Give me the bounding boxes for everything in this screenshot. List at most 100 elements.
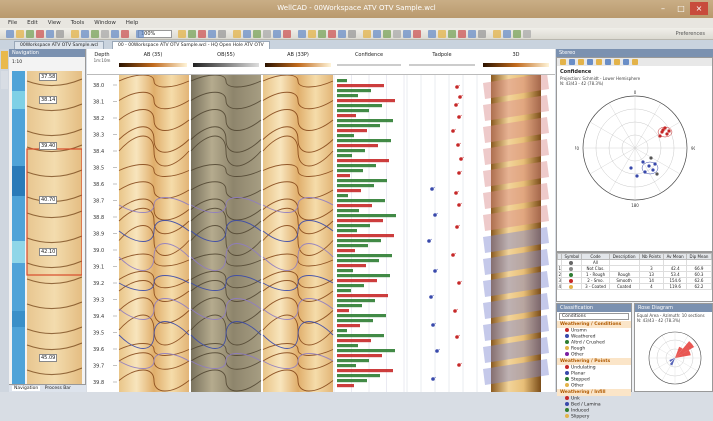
toolbar-tool-icon[interactable] bbox=[198, 30, 206, 38]
stereonet-tool-icon[interactable] bbox=[560, 59, 566, 65]
col-header-3d[interactable]: 3D bbox=[512, 52, 520, 58]
classification-item[interactable]: Other bbox=[557, 383, 631, 389]
classification-item[interactable]: Altrd / Crushed bbox=[557, 340, 631, 346]
legend-col-header[interactable]: Symbol bbox=[561, 253, 583, 260]
toolbar-tool-icon[interactable] bbox=[328, 30, 336, 38]
menu-help[interactable]: Help bbox=[125, 20, 139, 26]
side-tab-properties[interactable] bbox=[1, 71, 8, 89]
classification-item[interactable]: Stepped bbox=[557, 377, 631, 383]
log-tracks[interactable]: 38.0 38.1 38.2 38.3 38.4 38.5 38.6 38.7 38.8 38.9… bbox=[87, 75, 555, 392]
stereonet-tool-icon[interactable] bbox=[596, 59, 602, 65]
legend-col-header[interactable]: Description bbox=[608, 253, 640, 260]
toolbar-tool-icon[interactable] bbox=[111, 30, 119, 38]
preferences-label[interactable]: Preferences bbox=[675, 31, 705, 37]
toolbar-tool-icon[interactable] bbox=[403, 30, 411, 38]
classification-item[interactable]: Weathered bbox=[557, 334, 631, 340]
classification-item[interactable]: Unsmn bbox=[557, 328, 631, 334]
close-icon[interactable]: × bbox=[690, 2, 708, 15]
rose-diagram[interactable] bbox=[645, 328, 705, 388]
legend-col-header[interactable]: Av Mean bbox=[663, 253, 687, 260]
tab-borehole[interactable]: 00 - 00Workspace ATV OTV Sample.wcl - HQ… bbox=[112, 41, 270, 49]
col-header-confidence[interactable]: Confidence bbox=[354, 52, 384, 58]
classification-item[interactable]: Rough bbox=[557, 346, 631, 352]
classification-group[interactable]: Weathering / Points bbox=[557, 358, 631, 365]
toolbar-tool-icon[interactable] bbox=[233, 30, 241, 38]
toolbar-tool-icon[interactable] bbox=[26, 30, 34, 38]
menu-file[interactable]: File bbox=[8, 20, 18, 26]
minimize-icon[interactable]: – bbox=[661, 4, 665, 13]
toolbar-tool-icon[interactable] bbox=[253, 30, 261, 38]
toolbar-tool-icon[interactable] bbox=[413, 30, 421, 38]
legend-col-header[interactable]: Nb Points bbox=[638, 253, 665, 260]
toolbar-tool-icon[interactable] bbox=[523, 30, 531, 38]
classification-selector[interactable]: Conditions bbox=[559, 313, 629, 320]
toolbar-tool-icon[interactable] bbox=[468, 30, 476, 38]
stereonet-tool-icon[interactable] bbox=[614, 59, 620, 65]
toolbar-tool-icon[interactable] bbox=[36, 30, 44, 38]
toolbar-tool-icon[interactable] bbox=[208, 30, 216, 38]
toolbar-tool-icon[interactable] bbox=[178, 30, 186, 38]
toolbar-tool-icon[interactable] bbox=[393, 30, 401, 38]
navigation-thumbnail[interactable] bbox=[12, 71, 82, 386]
side-tab-workspace[interactable] bbox=[1, 51, 8, 69]
toolbar-tool-icon[interactable] bbox=[71, 30, 79, 38]
toolbar-tool-icon[interactable] bbox=[136, 30, 144, 38]
toolbar-tool-icon[interactable] bbox=[493, 30, 501, 38]
toolbar-tool-icon[interactable] bbox=[338, 30, 346, 38]
toolbar-tool-icon[interactable] bbox=[478, 30, 486, 38]
toolbar-tool-icon[interactable] bbox=[243, 30, 251, 38]
toolbar-tool-icon[interactable] bbox=[273, 30, 281, 38]
toolbar-tool-icon[interactable] bbox=[46, 30, 54, 38]
classification-item[interactable]: Planar bbox=[557, 371, 631, 377]
toolbar-tool-icon[interactable] bbox=[383, 30, 391, 38]
stereonet-tool-icon[interactable] bbox=[587, 59, 593, 65]
toolbar-tool-icon[interactable] bbox=[438, 30, 446, 38]
stereonet-tool-icon[interactable] bbox=[605, 59, 611, 65]
toolbar-tool-icon[interactable] bbox=[6, 30, 14, 38]
stereonet-tool-icon[interactable] bbox=[578, 59, 584, 65]
toolbar-tool-icon[interactable] bbox=[373, 30, 381, 38]
menu-view[interactable]: View bbox=[47, 20, 61, 26]
toolbar-tool-icon[interactable] bbox=[101, 30, 109, 38]
classification-item[interactable]: Slippery bbox=[557, 414, 631, 420]
toolbar-tool-icon[interactable] bbox=[263, 30, 271, 38]
toolbar-tool-icon[interactable] bbox=[283, 30, 291, 38]
toolbar-tool-icon[interactable] bbox=[348, 30, 356, 38]
toolbar-tool-icon[interactable] bbox=[318, 30, 326, 38]
classification-group[interactable]: Weathering / Infill bbox=[557, 389, 631, 396]
stereonet-tool-icon[interactable] bbox=[623, 59, 629, 65]
toolbar-tool-icon[interactable] bbox=[121, 30, 129, 38]
toolbar-tool-icon[interactable] bbox=[428, 30, 436, 38]
footer-tab-navigation[interactable]: Navigation bbox=[12, 386, 41, 391]
classification-group[interactable]: Weathering / Conditions bbox=[557, 321, 631, 328]
menu-tools[interactable]: Tools bbox=[70, 20, 85, 26]
menu-window[interactable]: Window bbox=[94, 20, 116, 26]
toolbar-tool-icon[interactable] bbox=[81, 30, 89, 38]
legend-col-header[interactable]: Dip Mean bbox=[686, 253, 712, 260]
classification-item[interactable]: Undulating bbox=[557, 365, 631, 371]
toolbar-tool-icon[interactable] bbox=[188, 30, 196, 38]
toolbar-tool-icon[interactable] bbox=[363, 30, 371, 38]
toolbar-tool-icon[interactable] bbox=[298, 30, 306, 38]
toolbar-tool-icon[interactable] bbox=[503, 30, 511, 38]
tab-workspace[interactable]: 00Workspace ATV OTV Sample.wcl bbox=[14, 41, 105, 49]
footer-tab-process-bar[interactable]: Process Bar bbox=[44, 386, 71, 391]
col-header-ab33p[interactable]: AB (33P) bbox=[287, 52, 309, 58]
menu-edit[interactable]: Edit bbox=[27, 20, 38, 26]
toolbar-tool-icon[interactable] bbox=[448, 30, 456, 38]
toolbar-tool-icon[interactable] bbox=[513, 30, 521, 38]
col-header-tadpole[interactable]: Tadpole bbox=[432, 52, 452, 58]
toolbar-tool-icon[interactable] bbox=[91, 30, 99, 38]
classification-item[interactable]: Other bbox=[557, 352, 631, 358]
col-header-ob55[interactable]: OB(55) bbox=[217, 52, 235, 58]
toolbar-tool-icon[interactable] bbox=[218, 30, 226, 38]
maximize-icon[interactable]: □ bbox=[677, 4, 685, 13]
toolbar-tool-icon[interactable] bbox=[308, 30, 316, 38]
stereonet-tool-icon[interactable] bbox=[632, 59, 638, 65]
toolbar-tool-icon[interactable] bbox=[458, 30, 466, 38]
toolbar-tool-icon[interactable] bbox=[16, 30, 24, 38]
stereonet-plot[interactable]: 0 90 180 270 bbox=[575, 88, 695, 208]
stereonet-tool-icon[interactable] bbox=[569, 59, 575, 65]
